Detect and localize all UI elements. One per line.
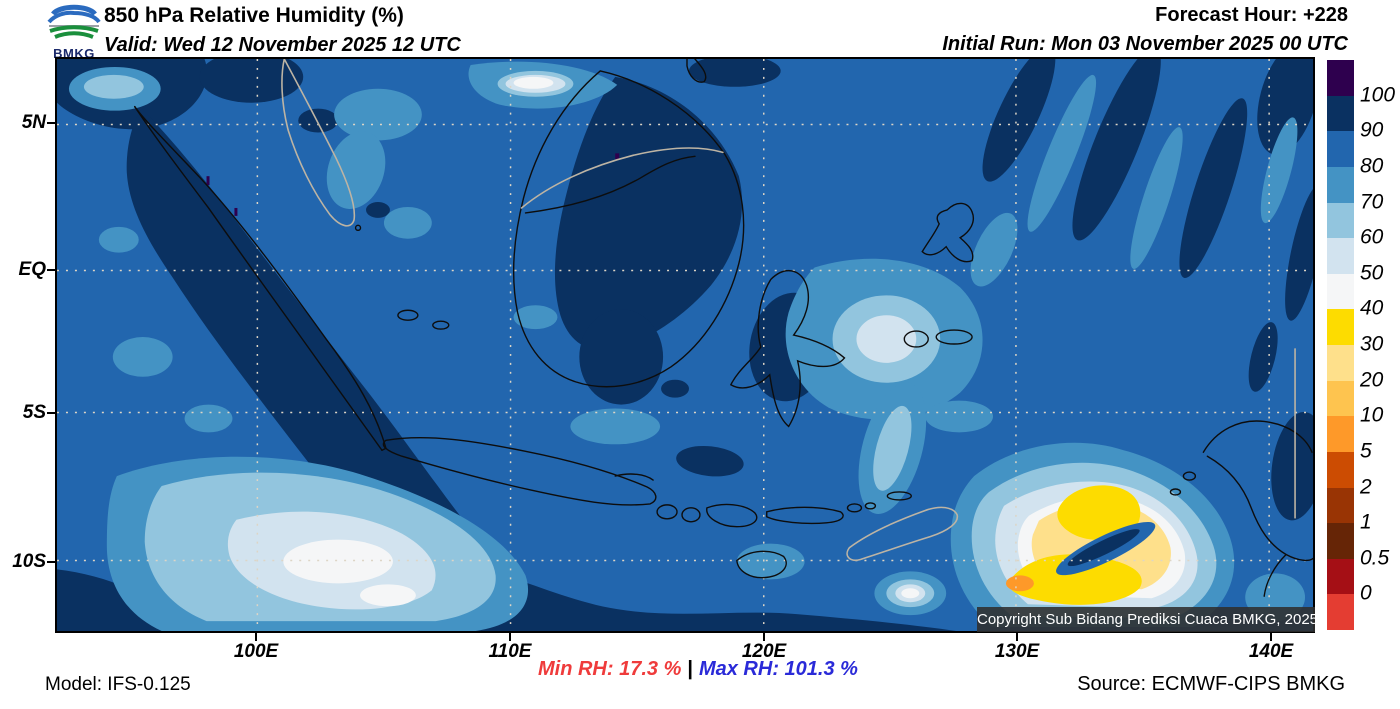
coastlines (134, 59, 1313, 597)
x-axis-tick (509, 633, 511, 641)
colorbar (1327, 60, 1354, 630)
colorbar-tick-label: 0 (1360, 581, 1372, 605)
colorbar-tick-label: 90 (1360, 118, 1384, 142)
initial-run-label: Initial Run: Mon 03 November 2025 00 UTC (942, 33, 1348, 55)
y-axis-tick (47, 561, 55, 563)
y-axis-tick (47, 122, 55, 124)
colorbar-segment (1327, 131, 1354, 167)
x-axis-tick (1270, 633, 1272, 641)
colorbar-tick-label: 1 (1360, 510, 1372, 534)
y-axis-tick (47, 269, 55, 271)
colorbar-segment (1327, 166, 1354, 203)
source-label: Source: ECMWF-CIPS BMKG (1077, 673, 1345, 695)
colorbar-tick-label: 20 (1360, 368, 1384, 392)
x-axis-label: 100E (233, 641, 279, 662)
y-axis-label: 10S (12, 551, 46, 572)
valid-time-label: Valid: Wed 12 November 2025 12 UTC (104, 34, 461, 56)
x-axis-label: 110E (488, 641, 532, 662)
colorbar-segment (1327, 273, 1354, 310)
colorbar-segment (1327, 380, 1354, 417)
page-title: 850 hPa Relative Humidity (%) (104, 4, 404, 27)
max-rh-value: Max RH: 101.3 % (698, 658, 858, 680)
colorbar-tick-label: 2 (1360, 475, 1372, 499)
rh-field (57, 59, 1313, 631)
x-axis-label: 120E (741, 641, 787, 662)
rh-field-svg (57, 59, 1313, 631)
colorbar-segment (1327, 309, 1354, 345)
graticule (57, 59, 1313, 631)
colorbar-segment (1327, 523, 1354, 559)
rh-map-canvas (55, 57, 1315, 633)
bmkg-logo-icon (46, 1, 102, 43)
colorbar-tick-label: 50 (1360, 261, 1384, 285)
bmkg-logo-text: BMKG (53, 46, 95, 61)
min-rh-value: Min RH: 17.3 % (538, 658, 682, 680)
colorbar-segment (1327, 594, 1354, 630)
colorbar-tick-label: 0.5 (1360, 546, 1390, 570)
model-label: Model: IFS-0.125 (45, 674, 191, 695)
colorbar-tick-label: 80 (1360, 154, 1384, 178)
colorbar-segment (1327, 416, 1354, 452)
colorbar-tick-label: 70 (1360, 190, 1384, 214)
colorbar-segment (1327, 451, 1354, 488)
colorbar-tick-label: 100 (1360, 83, 1396, 107)
x-axis-tick (763, 633, 765, 641)
x-axis-tick (255, 633, 257, 641)
colorbar-segment (1327, 60, 1354, 96)
colorbar-labels: 100 90 80 70 60 50 40 30 20 10 5 2 1 0.5 0 (1360, 60, 1400, 630)
colorbar-segment (1327, 487, 1354, 524)
minmax-rh-label: Min RH: 17.3 % | Max RH: 101.3 % (538, 658, 858, 681)
copyright-label: Copyright Sub Bidang Prediksi Cuaca BMKG… (977, 607, 1318, 632)
colorbar-segment (1327, 95, 1354, 132)
x-axis-label: 130E (994, 641, 1040, 662)
colorbar-segment (1327, 238, 1354, 274)
y-axis-label: 5N (21, 112, 46, 133)
colorbar-segment (1327, 202, 1354, 239)
colorbar-segment (1327, 345, 1354, 381)
forecast-hour-label: Forecast Hour: +228 (1155, 4, 1348, 26)
colorbar-tick-label: 30 (1360, 332, 1384, 356)
y-axis-label: EQ (18, 259, 46, 280)
minmax-separator: | (687, 658, 693, 680)
colorbar-tick-label: 5 (1360, 439, 1372, 463)
colorbar-tick-label: 40 (1360, 296, 1384, 320)
x-axis-label: 140E (1248, 641, 1294, 662)
bmkg-logo: BMKG (44, 1, 104, 61)
colorbar-segment (1327, 558, 1354, 595)
colorbar-tick-label: 60 (1360, 225, 1384, 249)
y-axis-tick (47, 412, 55, 414)
y-axis-label: 5S (22, 402, 46, 423)
x-axis-tick (1016, 633, 1018, 641)
colorbar-tick-label: 10 (1360, 403, 1384, 427)
